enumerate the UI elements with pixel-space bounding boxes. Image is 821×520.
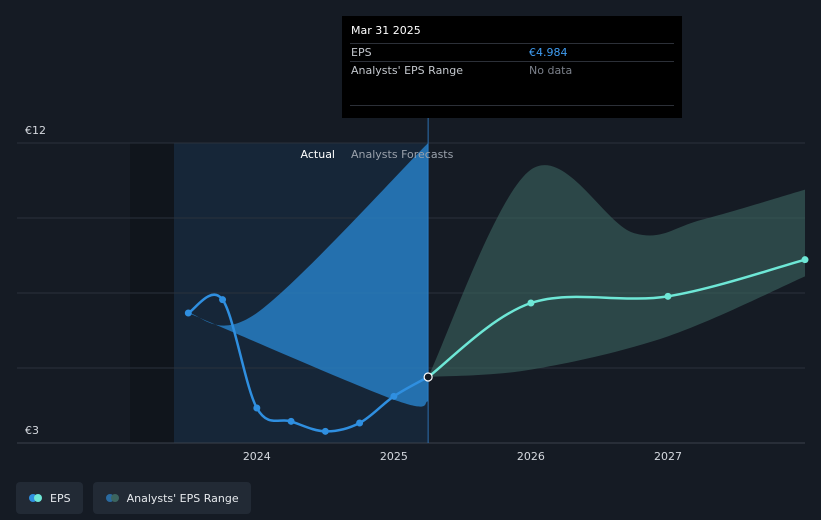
tooltip-divider [350, 105, 674, 106]
eps-forecast-line [427, 258, 806, 379]
legend-eps-label: EPS [50, 491, 71, 505]
tooltip-eps-label: EPS [351, 46, 372, 59]
x-tick-label: 2026 [517, 450, 545, 463]
tooltip-eps-value: €4.984 [529, 46, 568, 59]
x-tick-label: 2027 [654, 450, 682, 463]
x-tick-label: 2024 [243, 450, 271, 463]
y-axis-top-label: €12 [25, 124, 46, 137]
eps-range-area-forecast [428, 165, 805, 377]
eps-forecast-point [527, 299, 535, 307]
eps-forecast-point [664, 292, 672, 300]
eps-range-area-past [188, 143, 429, 407]
eps-point [423, 372, 433, 382]
eps-point [184, 309, 192, 317]
actual-region-label: Actual [301, 148, 335, 161]
eps-point [321, 427, 329, 435]
eps-point [219, 296, 227, 304]
tooltip: Mar 31 2025 EPS €4.984 Analysts' EPS Ran… [342, 16, 682, 118]
eps-forecast-point [801, 256, 809, 264]
legend-range-swatch [105, 494, 119, 502]
eps-point [356, 419, 364, 427]
legend-item-eps[interactable]: EPS [16, 482, 83, 514]
y-axis-bottom-label: €3 [25, 424, 39, 437]
eps-line [187, 293, 429, 433]
eps-point [390, 392, 398, 400]
tooltip-range-label: Analysts' EPS Range [351, 64, 464, 77]
tooltip-row-eps: EPS €4.984 [350, 43, 674, 61]
tooltip-range-value: No data [529, 64, 573, 77]
legend-eps-swatch [29, 494, 42, 502]
forecast-region-label: Analysts Forecasts [351, 148, 454, 161]
legend-item-eps-range[interactable]: Analysts' EPS Range [92, 482, 251, 514]
tooltip-date: Mar 31 2025 [351, 24, 421, 37]
legend-range-label: Analysts' EPS Range [126, 491, 239, 505]
x-tick-label: 2025 [380, 450, 408, 463]
eps-point [253, 404, 261, 412]
tooltip-row-range: Analysts' EPS Range No data [350, 61, 674, 79]
eps-chart: €12 €3 Actual Analysts Forecasts 2024 202… [17, 118, 809, 463]
legend: EPS Analysts' EPS Range [16, 482, 251, 514]
eps-point [287, 417, 295, 425]
